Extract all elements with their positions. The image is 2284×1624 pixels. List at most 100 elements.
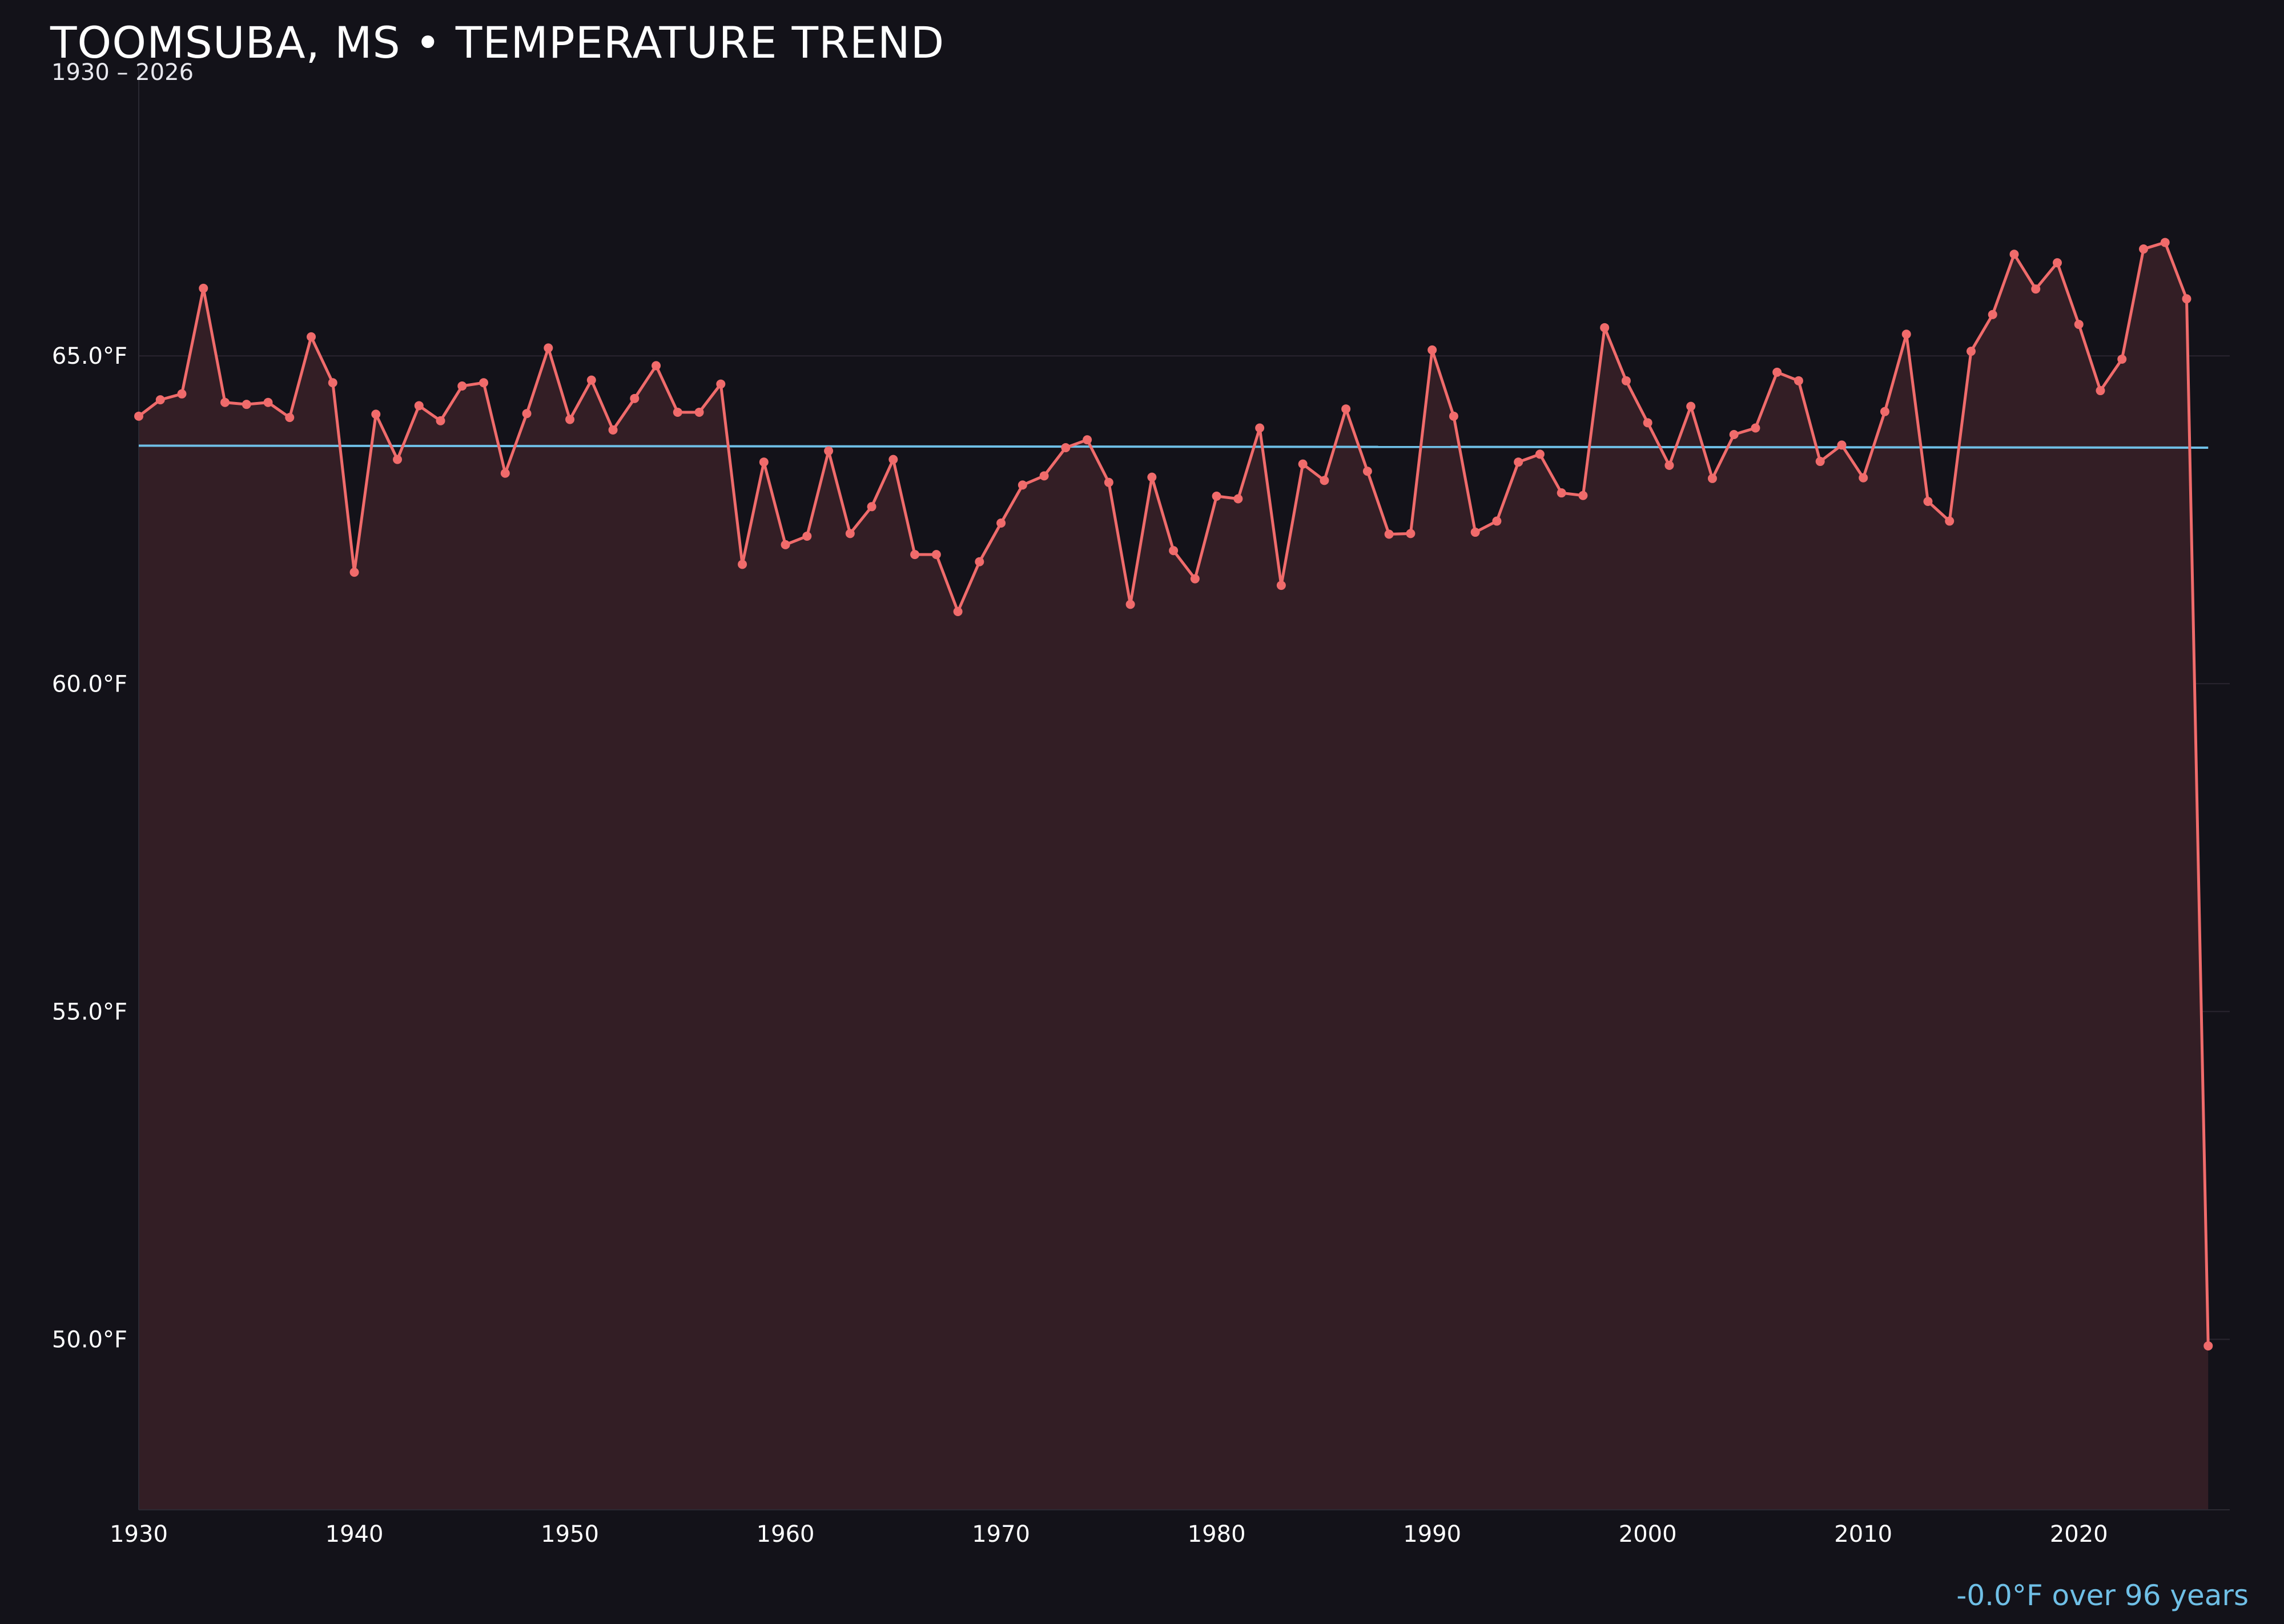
data-point [1384,529,1394,539]
data-point [1923,497,1933,507]
x-tick-label: 1970 [972,1521,1030,1547]
data-point [220,397,230,407]
data-point [2052,258,2062,268]
data-point [1298,459,1308,469]
x-tick-label: 1960 [757,1521,815,1547]
data-point [1535,449,1545,459]
data-point [1449,411,1458,421]
data-point [285,413,295,423]
data-point [177,389,187,399]
data-point [845,529,855,538]
data-point [694,407,704,417]
data-point [328,378,337,388]
data-point [738,560,747,569]
data-point [1966,347,1976,356]
area-fill [139,242,2209,1510]
data-point [1427,345,1437,355]
data-point [199,283,208,293]
data-point [1514,457,1523,467]
data-point [1664,460,1674,470]
data-point [2117,354,2127,364]
data-point [1320,476,1329,485]
data-point [2096,386,2105,396]
x-tick-label: 1950 [541,1521,599,1547]
data-point [1190,574,1200,584]
data-point [996,518,1006,528]
data-point [2009,250,2019,259]
data-point [522,409,532,419]
data-point [500,468,510,478]
data-point [1362,467,1372,476]
data-point [781,540,790,549]
data-point [242,400,251,409]
trend-line [138,444,2209,449]
data-point [1621,376,1631,385]
data-point [2203,1341,2213,1350]
data-point [1578,491,1588,500]
data-point [2138,244,2148,254]
data-point [307,332,316,341]
data-point [824,446,834,456]
data-point [1901,329,1911,339]
data-point [867,502,876,512]
data-point [630,393,640,403]
chart-subtitle: 1930 – 2026 [51,59,194,86]
data-point [2074,320,2084,329]
data-point [1600,323,1610,332]
data-point [1880,407,1889,416]
data-point [2182,294,2191,304]
data-point [393,455,403,464]
data-point [371,409,381,419]
data-point [673,407,682,417]
data-point [931,550,941,560]
data-point [953,606,963,616]
data-point [1061,443,1071,452]
data-point [1212,491,1221,501]
data-point [1341,404,1351,414]
data-point [1837,440,1847,450]
data-point [1859,473,1868,483]
x-tick-label: 2010 [1834,1521,1892,1547]
data-point [155,395,165,405]
data-point [1643,418,1652,428]
data-point [1125,600,1135,609]
data-point [1255,423,1265,433]
data-point [2160,238,2170,247]
x-tick-label: 2000 [1619,1521,1677,1547]
data-point [1083,435,1092,445]
data-point [716,379,726,389]
x-tick-label: 2020 [2050,1521,2108,1547]
data-point [1233,494,1243,504]
x-tick-label: 1990 [1403,1521,1461,1547]
data-point [1276,581,1286,590]
data-point [975,557,984,566]
data-point [1039,471,1049,481]
data-point [1169,546,1179,556]
data-point [1945,516,1955,526]
data-point [1988,309,1997,319]
trend-summary: -0.0°F over 96 years [1956,1579,2249,1612]
x-tick-label: 1980 [1188,1521,1246,1547]
data-point [1772,367,1782,377]
data-point [565,415,575,424]
data-point [608,425,618,435]
data-point [1406,529,1416,538]
data-point [479,378,489,388]
data-point [1104,477,1113,487]
data-point [1815,457,1825,467]
data-point [652,361,661,371]
x-tick-label: 1930 [110,1521,168,1547]
data-point [1794,376,1803,385]
data-point [888,455,898,464]
x-tick-label: 1940 [325,1521,384,1547]
data-point [1686,401,1696,411]
data-point [802,531,812,541]
data-point [1557,488,1566,498]
data-point [1729,429,1739,439]
chart-title: TOOMSUBA, MS • TEMPERATURE TREND [50,17,945,68]
data-point [1751,423,1760,433]
data-point [586,375,596,385]
data-point [457,381,467,391]
